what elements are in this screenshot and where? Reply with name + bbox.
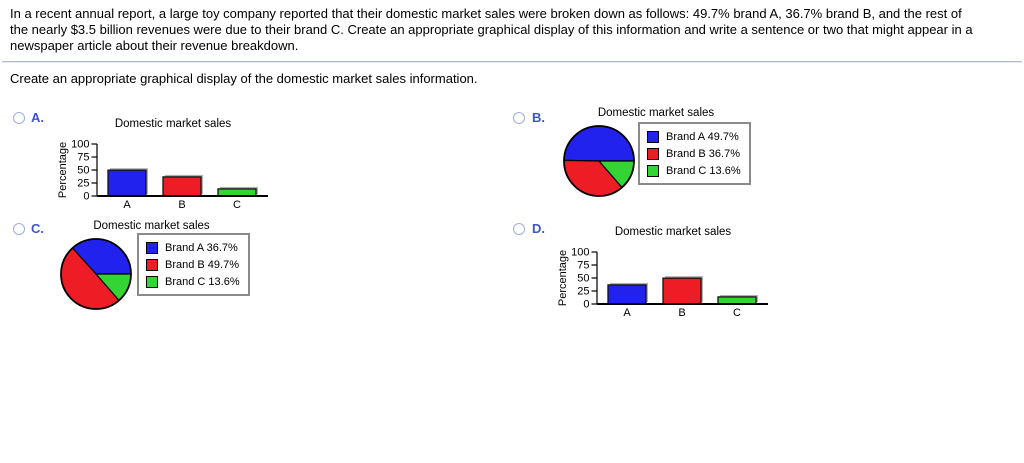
x-tick-label: B: [178, 199, 185, 211]
section-divider: [2, 61, 1022, 63]
legend-swatch: [146, 241, 158, 254]
bar-b: [162, 176, 202, 197]
question-text: In a recent annual report, a large toy c…: [10, 6, 1020, 54]
bar-b: [662, 277, 702, 305]
x-tick-label: C: [733, 307, 741, 319]
legend-swatch: [647, 130, 659, 143]
bar-a: [607, 284, 647, 305]
x-tick-label: B: [678, 307, 685, 319]
legend-swatch: [146, 258, 158, 271]
pie-outline: [60, 238, 132, 310]
chart-title: Domestic market sales: [93, 220, 210, 232]
option-letter-d: D.: [532, 221, 545, 236]
legend-swatch: [647, 164, 659, 177]
legend-swatch: [146, 275, 158, 288]
y-tick-label: 50: [577, 273, 589, 285]
y-tick-label: 50: [77, 165, 89, 177]
y-tick-label: 25: [577, 286, 589, 298]
option-a-bar-chart: Domestic market sales Percentage 025507510…: [57, 118, 268, 211]
legend-item: Brand B 49.7%: [146, 256, 240, 273]
radio-option-b[interactable]: [513, 112, 525, 124]
legend-swatch: [647, 147, 659, 160]
answer-prompt: Create an appropriate graphical display …: [10, 71, 478, 86]
bar-c: [717, 296, 757, 305]
question-line: the nearly $3.5 billion revenues were du…: [10, 22, 973, 37]
legend-label: Brand C 13.6%: [666, 164, 741, 177]
option-letter-a: A.: [31, 110, 44, 125]
radio-option-d[interactable]: [513, 223, 525, 235]
chart-title: Domestic market sales: [615, 226, 732, 238]
x-tick-label: C: [233, 199, 241, 211]
legend-item: Brand C 13.6%: [647, 162, 741, 179]
legend-option-b: Brand A 49.7% Brand B 36.7% Brand C 13.6%: [638, 122, 751, 185]
y-tick-label: 100: [71, 139, 89, 151]
y-tick-label: 0: [583, 299, 589, 311]
legend-label: Brand B 49.7%: [165, 258, 239, 271]
x-tick-label: A: [623, 307, 631, 319]
option-letter-c: C.: [31, 221, 44, 236]
chart-title: Domestic market sales: [115, 118, 232, 130]
option-letter-b: B.: [532, 110, 545, 125]
option-b-pie-chart: [563, 125, 635, 197]
y-axis-label: Percentage: [57, 142, 69, 198]
x-tick-label: A: [123, 199, 131, 211]
legend-label: Brand C 13.6%: [165, 275, 240, 288]
y-axis-label: Percentage: [557, 250, 569, 306]
y-tick-label: 25: [77, 178, 89, 190]
y-tick-label: 0: [83, 191, 89, 203]
legend-item: Brand C 13.6%: [146, 273, 240, 290]
pie-outline: [563, 125, 635, 197]
legend-label: Brand A 36.7%: [165, 241, 238, 254]
legend-label: Brand A 49.7%: [666, 130, 739, 143]
y-tick-label: 100: [571, 247, 589, 259]
y-tick-label: 75: [577, 260, 589, 272]
bar-a: [107, 169, 147, 197]
chart-title: Domestic market sales: [597, 107, 715, 119]
y-tick-label: 75: [77, 152, 89, 164]
legend-item: Brand B 36.7%: [647, 145, 741, 162]
legend-item: Brand A 36.7%: [146, 239, 240, 256]
legend-item: Brand A 49.7%: [647, 128, 741, 145]
option-d-bar-chart: Domestic market sales Percentage 025507510…: [557, 226, 768, 319]
radio-option-a[interactable]: [13, 112, 25, 124]
radio-option-c[interactable]: [13, 223, 25, 235]
question-line: newspaper article about their revenue br…: [10, 38, 299, 53]
legend-label: Brand B 36.7%: [666, 147, 740, 160]
pie-slice-brand-a: [563, 125, 635, 162]
bar-c: [217, 188, 257, 197]
option-c-pie-chart: [60, 238, 132, 310]
question-line: In a recent annual report, a large toy c…: [10, 6, 962, 21]
legend-option-c: Brand A 36.7% Brand B 49.7% Brand C 13.6%: [137, 233, 250, 296]
